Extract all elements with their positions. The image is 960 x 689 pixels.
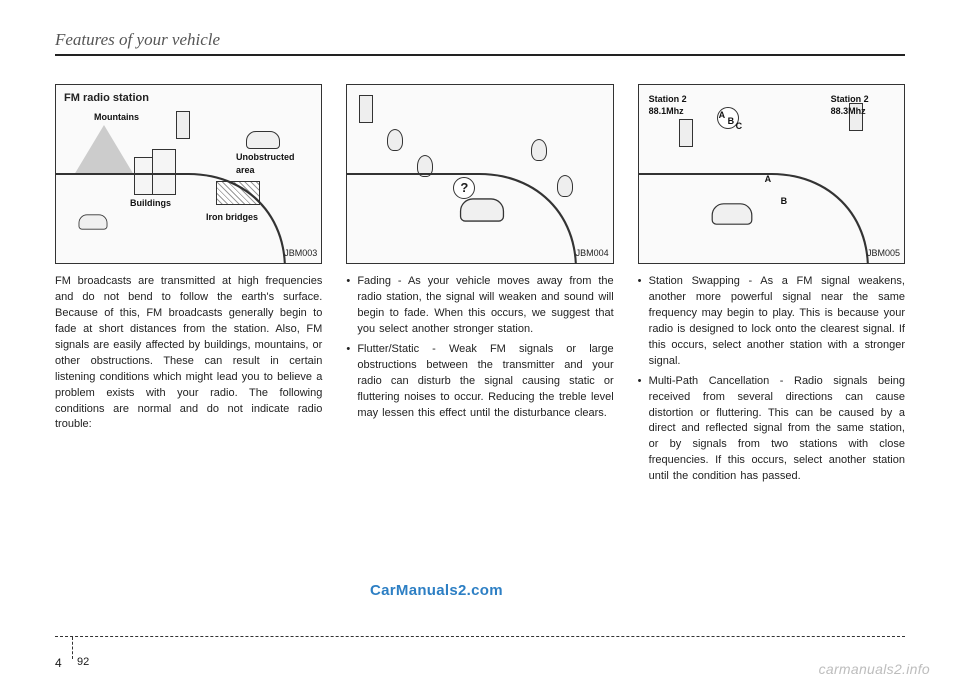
- label-iron-bridges: Iron bridges: [206, 211, 258, 224]
- figure-code: JBM004: [576, 247, 609, 260]
- col1-intro: FM broadcasts are transmitted at high fr…: [55, 274, 322, 433]
- footer-dashed-line: [55, 636, 905, 637]
- car-letter-a: A: [765, 173, 772, 186]
- figure-jbm005: Station 2 88.1Mhz Station 2 88.3Mhz A B …: [638, 84, 905, 264]
- manual-page: Features of your vehicle FM radio statio…: [0, 0, 960, 489]
- label-freq-a: 88.1Mhz: [649, 105, 684, 118]
- content-columns: FM radio station Mountains Buildings Uno…: [55, 84, 905, 489]
- figure-jbm003: FM radio station Mountains Buildings Uno…: [55, 84, 322, 264]
- chapter-number: 4: [55, 656, 62, 670]
- column-2: ? JBM004 Fading - As your vehicle moves …: [346, 84, 613, 489]
- header-rule: [55, 54, 905, 56]
- bullet-flutter: Flutter/Static - Weak FM signals or larg…: [346, 342, 613, 422]
- page-number-value: 92: [77, 656, 89, 668]
- watermark-carmanuals2-com: CarManuals2.com: [370, 582, 503, 599]
- watermark-carmanuals2-info: carmanuals2.info: [819, 661, 930, 677]
- label-mountains: Mountains: [94, 111, 139, 124]
- letter-b: B: [728, 115, 735, 128]
- figure-jbm004: ? JBM004: [346, 84, 613, 264]
- letter-c: C: [736, 120, 743, 133]
- col3-list: Station Swapping - As a FM signal weaken…: [638, 274, 905, 485]
- figure-code: JBM005: [867, 247, 900, 260]
- label-buildings: Buildings: [130, 197, 171, 210]
- col2-list: Fading - As your vehicle moves away from…: [346, 274, 613, 421]
- column-3: Station 2 88.1Mhz Station 2 88.3Mhz A B …: [638, 84, 905, 489]
- bullet-swapping: Station Swapping - As a FM signal weaken…: [638, 274, 905, 370]
- column-1: FM radio station Mountains Buildings Uno…: [55, 84, 322, 489]
- bullet-fading: Fading - As your vehicle moves away from…: [346, 274, 613, 338]
- car-letter-b: B: [781, 195, 788, 208]
- figure-title: FM radio station: [64, 91, 149, 107]
- figure-code: JBM003: [284, 247, 317, 260]
- letter-a: A: [719, 109, 726, 122]
- label-freq-b: 88.3Mhz: [831, 105, 866, 118]
- label-unobstructed: Unobstructed area: [236, 151, 306, 177]
- footer-vertical-dash: [72, 637, 73, 659]
- section-header: Features of your vehicle: [55, 30, 905, 50]
- bullet-multipath: Multi-Path Cancellation - Radio signals …: [638, 374, 905, 486]
